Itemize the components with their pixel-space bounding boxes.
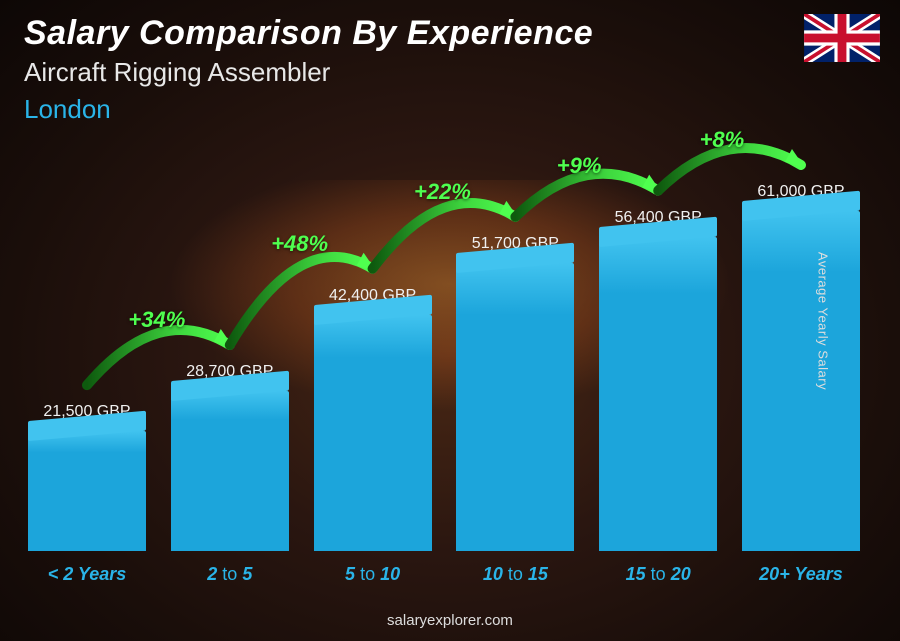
y-axis-label: Average Yearly Salary — [815, 251, 830, 389]
page-title: Salary Comparison By Experience — [24, 14, 880, 53]
salary-bar-chart: 21,500 GBP28,700 GBP42,400 GBP51,700 GBP… — [28, 140, 860, 579]
header: Salary Comparison By Experience Aircraft… — [24, 14, 880, 125]
bar-col: 21,500 GBP — [28, 403, 146, 551]
bar — [742, 211, 860, 551]
bar — [171, 391, 289, 551]
category-label: 2 to 5 — [171, 564, 289, 585]
uk-flag-icon — [804, 14, 880, 62]
bar — [314, 315, 432, 551]
page-subtitle: Aircraft Rigging Assembler — [24, 57, 880, 88]
bar-col: 28,700 GBP — [171, 363, 289, 551]
bar-col: 56,400 GBP — [599, 209, 717, 551]
category-label: 20+ Years — [742, 564, 860, 585]
bar — [28, 431, 146, 551]
bar — [456, 263, 574, 551]
category-label: 5 to 10 — [314, 564, 432, 585]
bar — [599, 237, 717, 551]
page-location: London — [24, 94, 880, 125]
category-label: 15 to 20 — [599, 564, 717, 585]
bar-col: 51,700 GBP — [456, 235, 574, 551]
bar-col: 42,400 GBP — [314, 287, 432, 551]
bars-container: 21,500 GBP28,700 GBP42,400 GBP51,700 GBP… — [28, 140, 860, 551]
category-labels: < 2 Years 2 to 5 5 to 10 10 to 15 15 to 20 20… — [28, 564, 860, 585]
bar-col: 61,000 GBP — [742, 183, 860, 551]
category-label: 10 to 15 — [456, 564, 574, 585]
category-label: < 2 Years — [28, 564, 146, 585]
footer-credit: salaryexplorer.com — [0, 612, 900, 629]
